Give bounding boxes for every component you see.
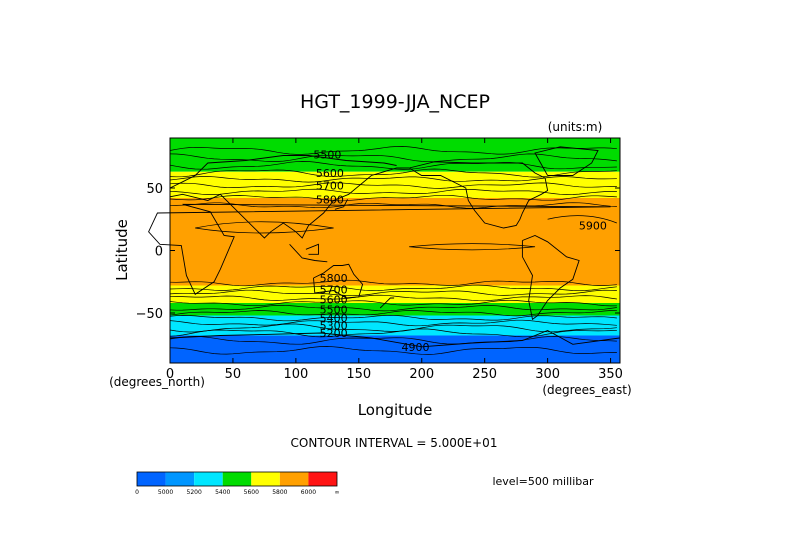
contour-line (169, 304, 617, 312)
coastline (313, 263, 364, 299)
coastline (305, 243, 319, 255)
colorbar-tick-label: 5600 (244, 489, 259, 496)
y-axis-label: Latitude (113, 219, 131, 281)
contour-label: 5500 (320, 303, 348, 316)
x-tick-label: 200 (409, 367, 434, 382)
colorbar-frame (136, 471, 338, 487)
colorbar-swatch (251, 472, 280, 486)
colorbar-tick-label: 5400 (215, 489, 230, 496)
colorbar-tick-label: 5000 (158, 489, 173, 496)
x-tick-label: 350 (598, 367, 623, 382)
contour-line (169, 346, 617, 355)
contour-label: 5500 (313, 148, 341, 161)
colorbar-swatch (222, 472, 252, 486)
contour-label: 5400 (320, 312, 348, 325)
colorbar-tick-label: 5800 (272, 489, 287, 496)
x-tick-label: 300 (535, 367, 560, 382)
coastline (521, 235, 580, 321)
x-tick-label: 150 (346, 367, 371, 382)
contour-line (169, 309, 617, 317)
contour-line (169, 284, 617, 292)
contour-line (169, 146, 617, 155)
contour-line (169, 182, 617, 189)
colorbar-swatch (137, 472, 166, 486)
contour-label: 4900 (401, 341, 429, 354)
contour-line (169, 319, 617, 327)
contour-label: 5800 (316, 193, 344, 206)
coastline (169, 155, 397, 189)
x-tick-label: 100 (283, 367, 308, 382)
y-tick-label: 50 (146, 182, 163, 197)
x-tick-label: 250 (472, 367, 497, 382)
plot-area: 5500560057005800590058005700560055005400… (136, 137, 623, 382)
x-tick-label: 50 (225, 367, 242, 382)
contour-line (169, 176, 617, 183)
contour-line (169, 299, 617, 307)
x-units-label: (degrees_east) (542, 383, 631, 397)
x-tick-label: 0 (166, 367, 174, 382)
contour-label: 5600 (320, 293, 348, 306)
contour-label: 5800 (320, 272, 348, 285)
y-tick-label: −50 (136, 307, 163, 322)
height-band (170, 335, 620, 363)
contour-line (195, 221, 334, 234)
coastline (379, 297, 395, 309)
colorbar-tick-label: 5200 (187, 489, 202, 496)
contour-label: 5300 (320, 320, 348, 333)
contour-line (169, 194, 617, 202)
contour-line (169, 153, 617, 163)
colorbar-swatch (279, 472, 309, 486)
coastlines (148, 146, 620, 348)
coastline (534, 146, 599, 176)
level-text: level=500 millibar (492, 475, 594, 488)
contour-label: 5700 (316, 180, 344, 193)
chart-title: HGT_1999-JJA_NCEP (300, 91, 490, 113)
contour-line (169, 314, 617, 322)
contour-line (169, 336, 617, 345)
y-units-label: (degrees_north) (109, 375, 205, 389)
contour-line (169, 279, 617, 287)
coastline (169, 167, 410, 239)
colorbar-tick-label: 0 (135, 489, 139, 496)
coastline (169, 330, 620, 348)
contour-line (547, 215, 617, 224)
contour-line (169, 294, 617, 302)
contour-line (169, 323, 617, 333)
coastline (334, 199, 348, 210)
height-band (170, 315, 620, 336)
height-band (170, 198, 620, 286)
coastline (148, 203, 611, 295)
colorbar-tick-label: ∞ (335, 489, 340, 496)
contour-line (169, 328, 617, 338)
units-label: (units:m) (548, 120, 603, 134)
coastline (289, 243, 328, 263)
colorbar-swatch (194, 472, 223, 486)
contour-lines (169, 146, 617, 355)
colorbar-tick-label: 6000 (301, 489, 316, 496)
contour-line (169, 202, 617, 209)
colorbar: 0 5000 5200 5400 5600 5800 6000 ∞ (135, 471, 340, 496)
contour-interval-text: CONTOUR INTERVAL = 5.000E+01 (291, 436, 498, 450)
contour-label: 5700 (320, 283, 348, 296)
contour-line (169, 188, 617, 195)
x-axis-label: Longitude (358, 401, 433, 419)
contour-label: 5600 (316, 167, 344, 180)
coastline (408, 161, 549, 229)
y-tick-label: 0 (155, 245, 163, 260)
contour-line (409, 243, 536, 251)
colorbar-swatch (165, 472, 195, 486)
contour-line (169, 289, 617, 297)
contour-label: 5900 (579, 220, 607, 233)
contour-label: 5200 (320, 327, 348, 340)
colorbar-swatch (308, 472, 337, 486)
